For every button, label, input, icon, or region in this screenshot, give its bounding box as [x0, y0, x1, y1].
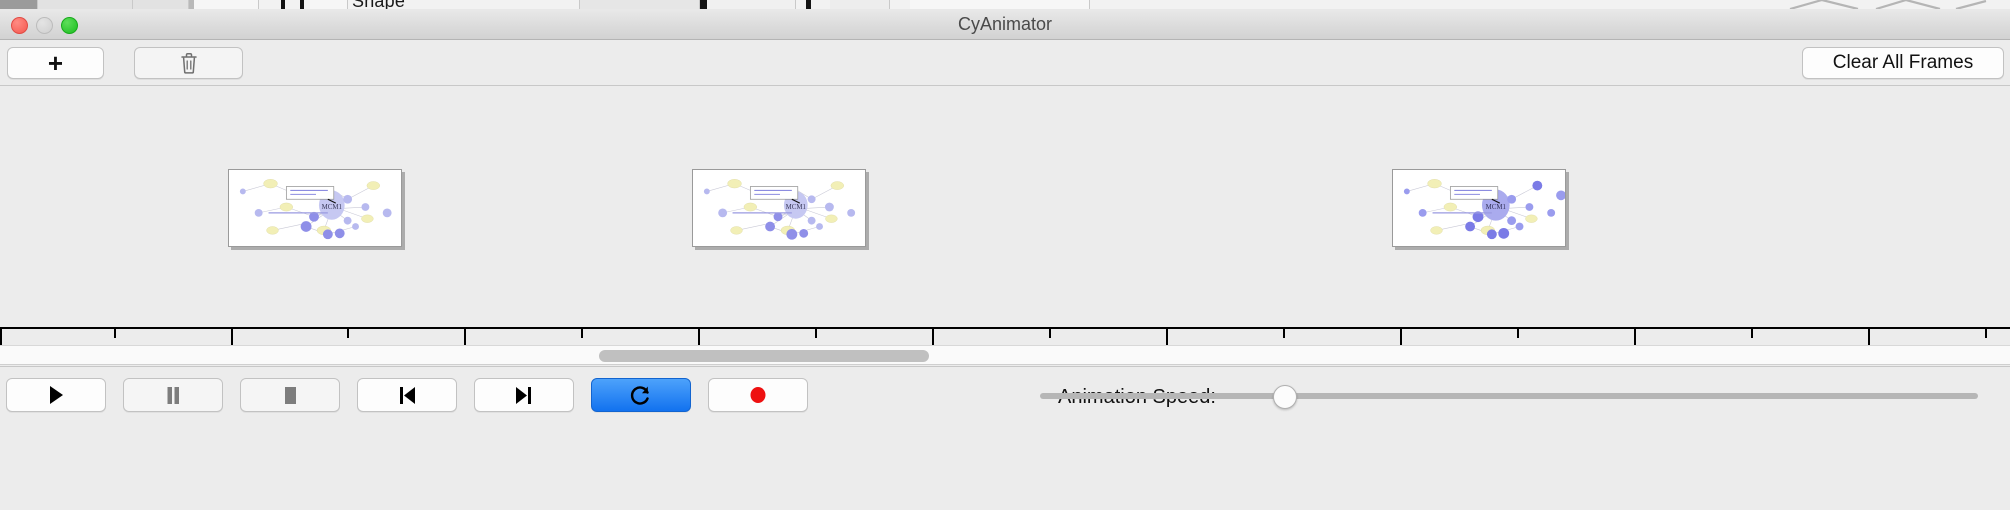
network-snapshot-icon: MCM1	[693, 170, 865, 246]
background-window-strip: Shape	[0, 0, 2010, 9]
play-icon	[50, 386, 63, 404]
record-icon	[750, 387, 766, 403]
axis-tick-major	[464, 329, 466, 345]
bg-network-edges	[1780, 0, 2010, 9]
pause-button[interactable]	[123, 378, 223, 412]
window-title: CyAnimator	[957, 14, 1053, 34]
bg-chunk	[38, 0, 133, 9]
stop-button[interactable]	[240, 378, 340, 412]
skip-forward-icon	[516, 387, 531, 404]
frame-thumbnail[interactable]: MCM1	[228, 169, 402, 247]
bg-chunk	[910, 0, 1090, 9]
skip-to-end-button[interactable]	[474, 378, 574, 412]
bg-chunk	[189, 0, 194, 9]
bg-chunk	[133, 0, 189, 9]
bg-chunk	[806, 0, 811, 9]
axis-tick-minor	[1985, 329, 1987, 338]
transport-bar: Animation Speed:	[0, 366, 2010, 510]
axis-tick-minor	[1517, 329, 1519, 338]
axis-tick-major	[0, 329, 2, 345]
clear-all-frames-label: Clear All Frames	[1832, 52, 1974, 73]
bg-chunk	[310, 0, 348, 9]
scrollbar-thumb[interactable]	[598, 350, 929, 362]
record-button[interactable]	[708, 378, 808, 412]
bg-chunk	[194, 0, 259, 9]
axis-tick-minor	[1751, 329, 1753, 338]
minimize-window-button[interactable]	[36, 17, 53, 34]
axis-tick-minor	[1049, 329, 1051, 338]
bg-chunk	[710, 0, 796, 9]
axis-tick-major	[1166, 329, 1168, 345]
axis-tick-major	[1634, 329, 1636, 345]
bg-chunk	[300, 0, 304, 9]
delete-frame-button[interactable]	[134, 47, 243, 79]
animation-speed-slider[interactable]	[1040, 393, 1978, 399]
axis-tick-major	[1868, 329, 1870, 345]
svg-text:MCM1: MCM1	[322, 204, 343, 211]
network-snapshot-icon: MCM1	[1393, 170, 1565, 246]
skip-to-start-button[interactable]	[357, 378, 457, 412]
svg-text:MCM1: MCM1	[1486, 204, 1507, 211]
loop-button[interactable]	[591, 378, 691, 412]
bg-chunk	[700, 0, 707, 9]
axis-tick-major	[932, 329, 934, 345]
network-snapshot-icon: MCM1	[229, 170, 401, 246]
svg-text:MCM1: MCM1	[786, 204, 807, 211]
play-button[interactable]	[6, 378, 106, 412]
animation-speed-slider-thumb[interactable]	[1273, 385, 1297, 409]
bg-chunk	[830, 0, 890, 9]
loop-icon	[630, 386, 649, 405]
axis-tick-major	[1400, 329, 1402, 345]
toolbar: + Clear All Frames	[0, 40, 2010, 86]
pause-icon	[167, 387, 179, 404]
bg-chunk	[430, 0, 580, 9]
frame-thumbnail[interactable]: MCM1	[692, 169, 866, 247]
bg-chunk	[580, 0, 700, 9]
bg-chunk	[281, 0, 285, 9]
close-window-button[interactable]	[11, 17, 28, 34]
title-bar: CyAnimator	[0, 9, 2010, 40]
axis-tick-minor	[1283, 329, 1285, 338]
axis-tick-major	[231, 329, 233, 345]
zoom-window-button[interactable]	[61, 17, 78, 34]
bg-shape-label: Shape	[352, 0, 405, 9]
axis-tick-minor	[581, 329, 583, 338]
skip-back-icon	[400, 387, 415, 404]
axis-tick-minor	[114, 329, 116, 338]
frame-thumbnail[interactable]: MCM1	[1392, 169, 1566, 247]
bg-chunk	[0, 0, 38, 9]
timeline-axis	[0, 327, 2010, 329]
axis-tick-major	[698, 329, 700, 345]
clear-all-frames-button[interactable]: Clear All Frames	[1802, 47, 2004, 79]
timeline-scrollbar[interactable]	[0, 345, 2010, 365]
plus-icon: +	[47, 47, 64, 78]
traffic-lights	[11, 17, 78, 34]
axis-tick-minor	[815, 329, 817, 338]
trash-icon	[180, 52, 198, 74]
axis-tick-minor	[347, 329, 349, 338]
stop-icon	[285, 387, 296, 404]
add-frame-button[interactable]: +	[7, 47, 104, 79]
timeline-panel[interactable]: MCM1	[0, 86, 2010, 345]
